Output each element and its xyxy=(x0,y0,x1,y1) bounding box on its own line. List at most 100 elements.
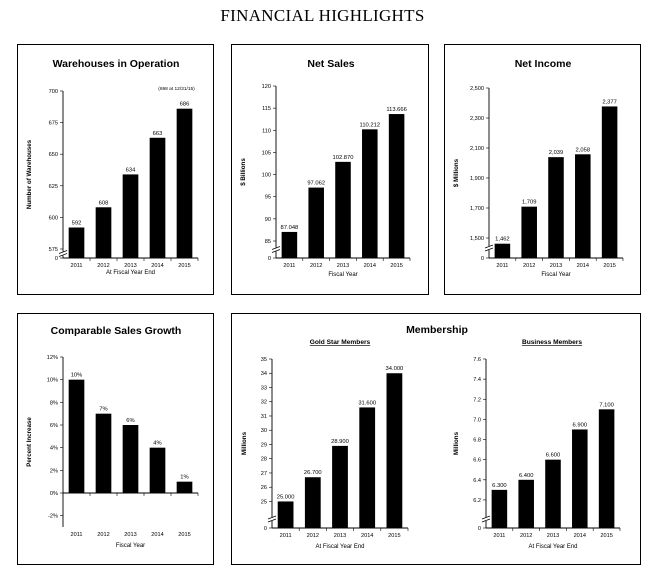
gold-star-ytick-label: 26 xyxy=(261,485,267,491)
page-title: FINANCIAL HIGHLIGHTS xyxy=(220,6,425,25)
warehouses-data-label: 592 xyxy=(72,221,82,227)
net-income-xlabel: Fiscal Year xyxy=(541,272,570,278)
warehouses-ytick-label: 625 xyxy=(49,184,58,190)
gold-star-ytick-label: 34 xyxy=(261,371,267,377)
net-income-data-label: 1,462 xyxy=(495,237,510,243)
warehouses-xtick-label: 2013 xyxy=(124,263,136,269)
net-income-data-label: 1,709 xyxy=(522,200,537,206)
comparable-sales-ytick-label: 10% xyxy=(47,378,58,384)
net-sales-title: Net Sales xyxy=(307,58,354,70)
membership-panel: Membership Gold Star Members 25 26 27 28 29 30… xyxy=(231,313,641,565)
warehouses-data-label: 608 xyxy=(99,200,109,206)
net-income-xtick-label: 2015 xyxy=(603,263,615,269)
gold-star-bar xyxy=(304,477,321,528)
net-sales-axis-break-mark xyxy=(271,246,281,250)
gold-star-ytick-label: 32 xyxy=(261,400,267,406)
net-sales-bar xyxy=(362,129,378,258)
business-xtick-label: 2011 xyxy=(493,533,505,539)
gold-star-ytick-label: 29 xyxy=(261,442,267,448)
business-axis-break-gap xyxy=(482,517,490,521)
net-sales-ytick-label: 115 xyxy=(262,106,271,112)
net-income-bar xyxy=(521,206,537,258)
gold-star-bar xyxy=(332,445,348,528)
gold-star-ytick-label: 30 xyxy=(261,428,267,434)
net-income-bar xyxy=(601,106,618,258)
net-income-axis-break-mark xyxy=(484,247,494,252)
comparable-sales-data-label: 1% xyxy=(180,475,188,481)
net-income-bar xyxy=(575,154,591,258)
business-bar xyxy=(572,429,588,528)
comparable-sales-chart: Comparable Sales Growth -2% 0% 2% 4% 6% 8% 10% 1… xyxy=(26,325,199,549)
comparable-sales-bar xyxy=(68,379,85,493)
business-bar xyxy=(518,479,534,528)
net-sales-ytick-label: 90 xyxy=(265,217,271,223)
warehouses-ytick-label: 700 xyxy=(49,89,58,95)
warehouses-data-label: 634 xyxy=(126,167,136,173)
net-income-ytick-label: 2,300 xyxy=(470,116,484,122)
warehouses-zero-tick-label: 0 xyxy=(55,256,58,262)
warehouses-bar xyxy=(95,207,112,258)
net-income-xtick-label: 2011 xyxy=(496,263,508,269)
warehouses-bar xyxy=(68,227,85,258)
net-sales-xtick-label: 2014 xyxy=(364,263,376,269)
net-sales-ytick-label: 105 xyxy=(262,150,271,156)
gold-star-xtick-label: 2014 xyxy=(361,533,373,539)
gold-star-ytick-label: 35 xyxy=(261,357,267,363)
net-sales-axis-break-mark xyxy=(271,249,281,253)
net-income-ytick-label: 1,900 xyxy=(470,176,484,182)
comparable-sales-panel: Comparable Sales Growth -2% 0% 2% 4% 6% 8% 10% 1… xyxy=(17,313,214,565)
warehouses-xtick-label: 2014 xyxy=(151,263,163,269)
gold-star-xtick-label: 2011 xyxy=(280,533,292,539)
gold-star-data-label: 26.700 xyxy=(304,470,322,476)
net-income-data-label: 2,039 xyxy=(549,150,564,156)
warehouses-axis-break-mark xyxy=(58,253,68,257)
net-income-axis-break-gap xyxy=(485,246,493,250)
warehouses-data-label: 663 xyxy=(153,131,163,137)
comparable-sales-ytick-label: 0% xyxy=(50,491,58,497)
net-income-ytick-label: 2,500 xyxy=(470,86,484,92)
comparable-sales-xtick-label: 2012 xyxy=(97,532,109,538)
comparable-sales-data-label: 4% xyxy=(153,441,161,447)
comparable-sales-data-label: 7% xyxy=(99,407,107,413)
gold-star-data-label: 25.000 xyxy=(277,494,295,500)
net-sales-ytick-label: 100 xyxy=(262,173,271,179)
net-sales-xtick-label: 2011 xyxy=(283,263,295,269)
net-income-ytick-label: 2,100 xyxy=(470,146,484,152)
membership-title: Membership xyxy=(406,324,468,336)
gold-star-ylabel: Millions xyxy=(241,431,248,455)
net-income-zero-tick-label: 0 xyxy=(481,256,484,262)
comparable-sales-ylabel: Percent Increase xyxy=(26,417,33,467)
comparable-sales-ytick-label: -2% xyxy=(48,514,58,520)
comparable-sales-xtick-label: 2014 xyxy=(151,532,163,538)
net-sales-zero-tick-label: 0 xyxy=(268,256,271,262)
comparable-sales-ytick-label: 8% xyxy=(50,400,58,406)
net-income-data-label: 2,058 xyxy=(576,147,591,153)
net-sales-axis-break-gap xyxy=(272,247,280,252)
comparable-sales-xlabel: Fiscal Year xyxy=(116,543,145,549)
warehouses-xlabel: At Fiscal Year End xyxy=(106,270,155,276)
net-income-group: Net Income 1,500 1,700 1,900 2,100 2,300 2,500… xyxy=(453,58,624,278)
net-sales-xlabel: Fiscal Year xyxy=(328,272,357,278)
gold-star-data-label: 34.000 xyxy=(386,366,404,372)
warehouses-ytick-label: 650 xyxy=(49,152,58,158)
comparable-sales-data-label: 10% xyxy=(71,373,83,379)
warehouses-ytick-label: 600 xyxy=(49,215,58,221)
comparable-sales-ytick-label: 6% xyxy=(50,423,58,429)
comparable-sales-ytick-label: 2% xyxy=(50,468,58,474)
gold-star-axis-break-mark xyxy=(267,515,277,520)
warehouses-chart: Warehouses in Operation 575 600 625 650 675 70… xyxy=(26,58,199,276)
business-ytick-label: 7.4 xyxy=(473,377,481,383)
business-xlabel: At Fiscal Year End xyxy=(528,544,577,550)
net-sales-xtick-label: 2012 xyxy=(310,263,322,269)
net-income-title: Net Income xyxy=(515,58,572,70)
business-xtick-label: 2014 xyxy=(574,533,586,539)
business-title: Business Members xyxy=(522,339,582,346)
business-group: Business Members 6.2 6.4 6.6 6.8 7.0 7.2 7.4 7.6… xyxy=(453,339,621,550)
gold-star-ytick-label: 28 xyxy=(261,457,267,463)
business-ytick-label: 7.0 xyxy=(473,417,481,423)
business-xtick-label: 2013 xyxy=(547,533,559,539)
net-income-ytick-label: 1,500 xyxy=(470,236,484,242)
net-income-panel: Net Income 1,500 1,700 1,900 2,100 2,300 2,500… xyxy=(444,44,641,295)
net-sales-panel: Net Sales 85 90 95 100 105 110 115 120 0 87.048 201… xyxy=(231,44,429,295)
business-data-label: 6.600 xyxy=(546,453,561,459)
